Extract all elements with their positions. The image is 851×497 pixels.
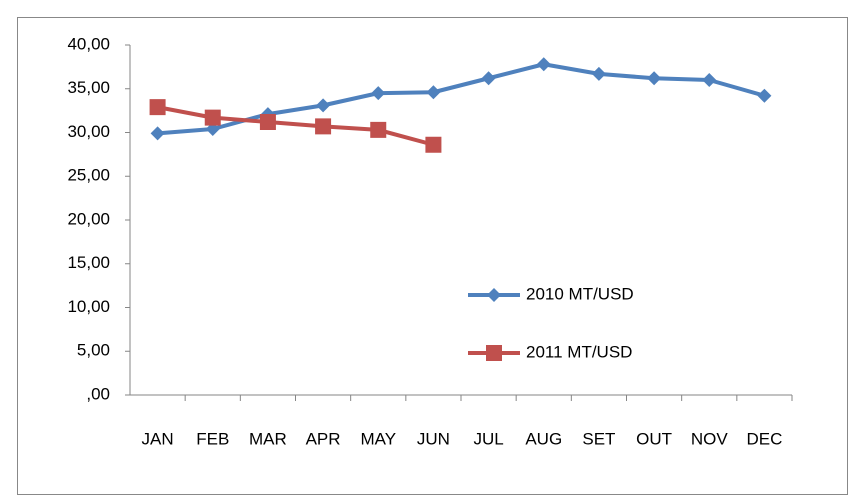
x-tick-label: JUL	[473, 429, 503, 448]
data-point	[370, 121, 387, 138]
x-tick-label: APR	[306, 429, 341, 448]
y-tick-label: ,00	[86, 384, 110, 403]
x-tick-label: DEC	[746, 429, 782, 448]
data-point	[150, 126, 165, 141]
legend-label: 2010 MT/USD	[526, 284, 634, 303]
x-tick-label: JAN	[142, 429, 174, 448]
y-tick-label: 20,00	[67, 209, 110, 228]
data-point	[757, 88, 772, 103]
data-point	[426, 85, 441, 100]
legend-marker	[487, 288, 501, 302]
x-tick-label: OUT	[636, 429, 672, 448]
x-tick-label: MAR	[249, 429, 287, 448]
y-tick-label: 40,00	[67, 34, 110, 53]
x-tick-label: AUG	[525, 429, 562, 448]
data-point	[259, 114, 276, 130]
series-line	[157, 62, 765, 136]
legend-marker	[486, 345, 502, 361]
data-point	[371, 86, 386, 101]
series-line	[157, 105, 434, 147]
data-point	[481, 71, 496, 86]
legend-label: 2011 MT/USD	[526, 342, 632, 361]
y-tick-label: 35,00	[67, 78, 110, 97]
data-point	[315, 118, 332, 135]
data-point	[591, 66, 606, 81]
data-point	[647, 71, 662, 86]
data-point	[204, 109, 221, 126]
data-point	[316, 98, 331, 113]
y-tick-label: 30,00	[67, 122, 110, 141]
y-tick-label: 10,00	[67, 297, 110, 316]
x-tick-label: FEB	[196, 429, 229, 448]
y-tick-label: 25,00	[67, 166, 110, 185]
data-point	[149, 99, 166, 116]
data-point	[425, 136, 442, 153]
data-point	[536, 57, 551, 72]
x-tick-label: SET	[582, 429, 615, 448]
x-tick-label: JUN	[417, 429, 450, 448]
y-tick-label: 15,00	[67, 253, 110, 272]
x-tick-label: MAY	[360, 429, 396, 448]
data-point	[702, 73, 717, 87]
y-tick-label: 5,00	[77, 341, 110, 360]
x-tick-label: NOV	[691, 429, 729, 448]
